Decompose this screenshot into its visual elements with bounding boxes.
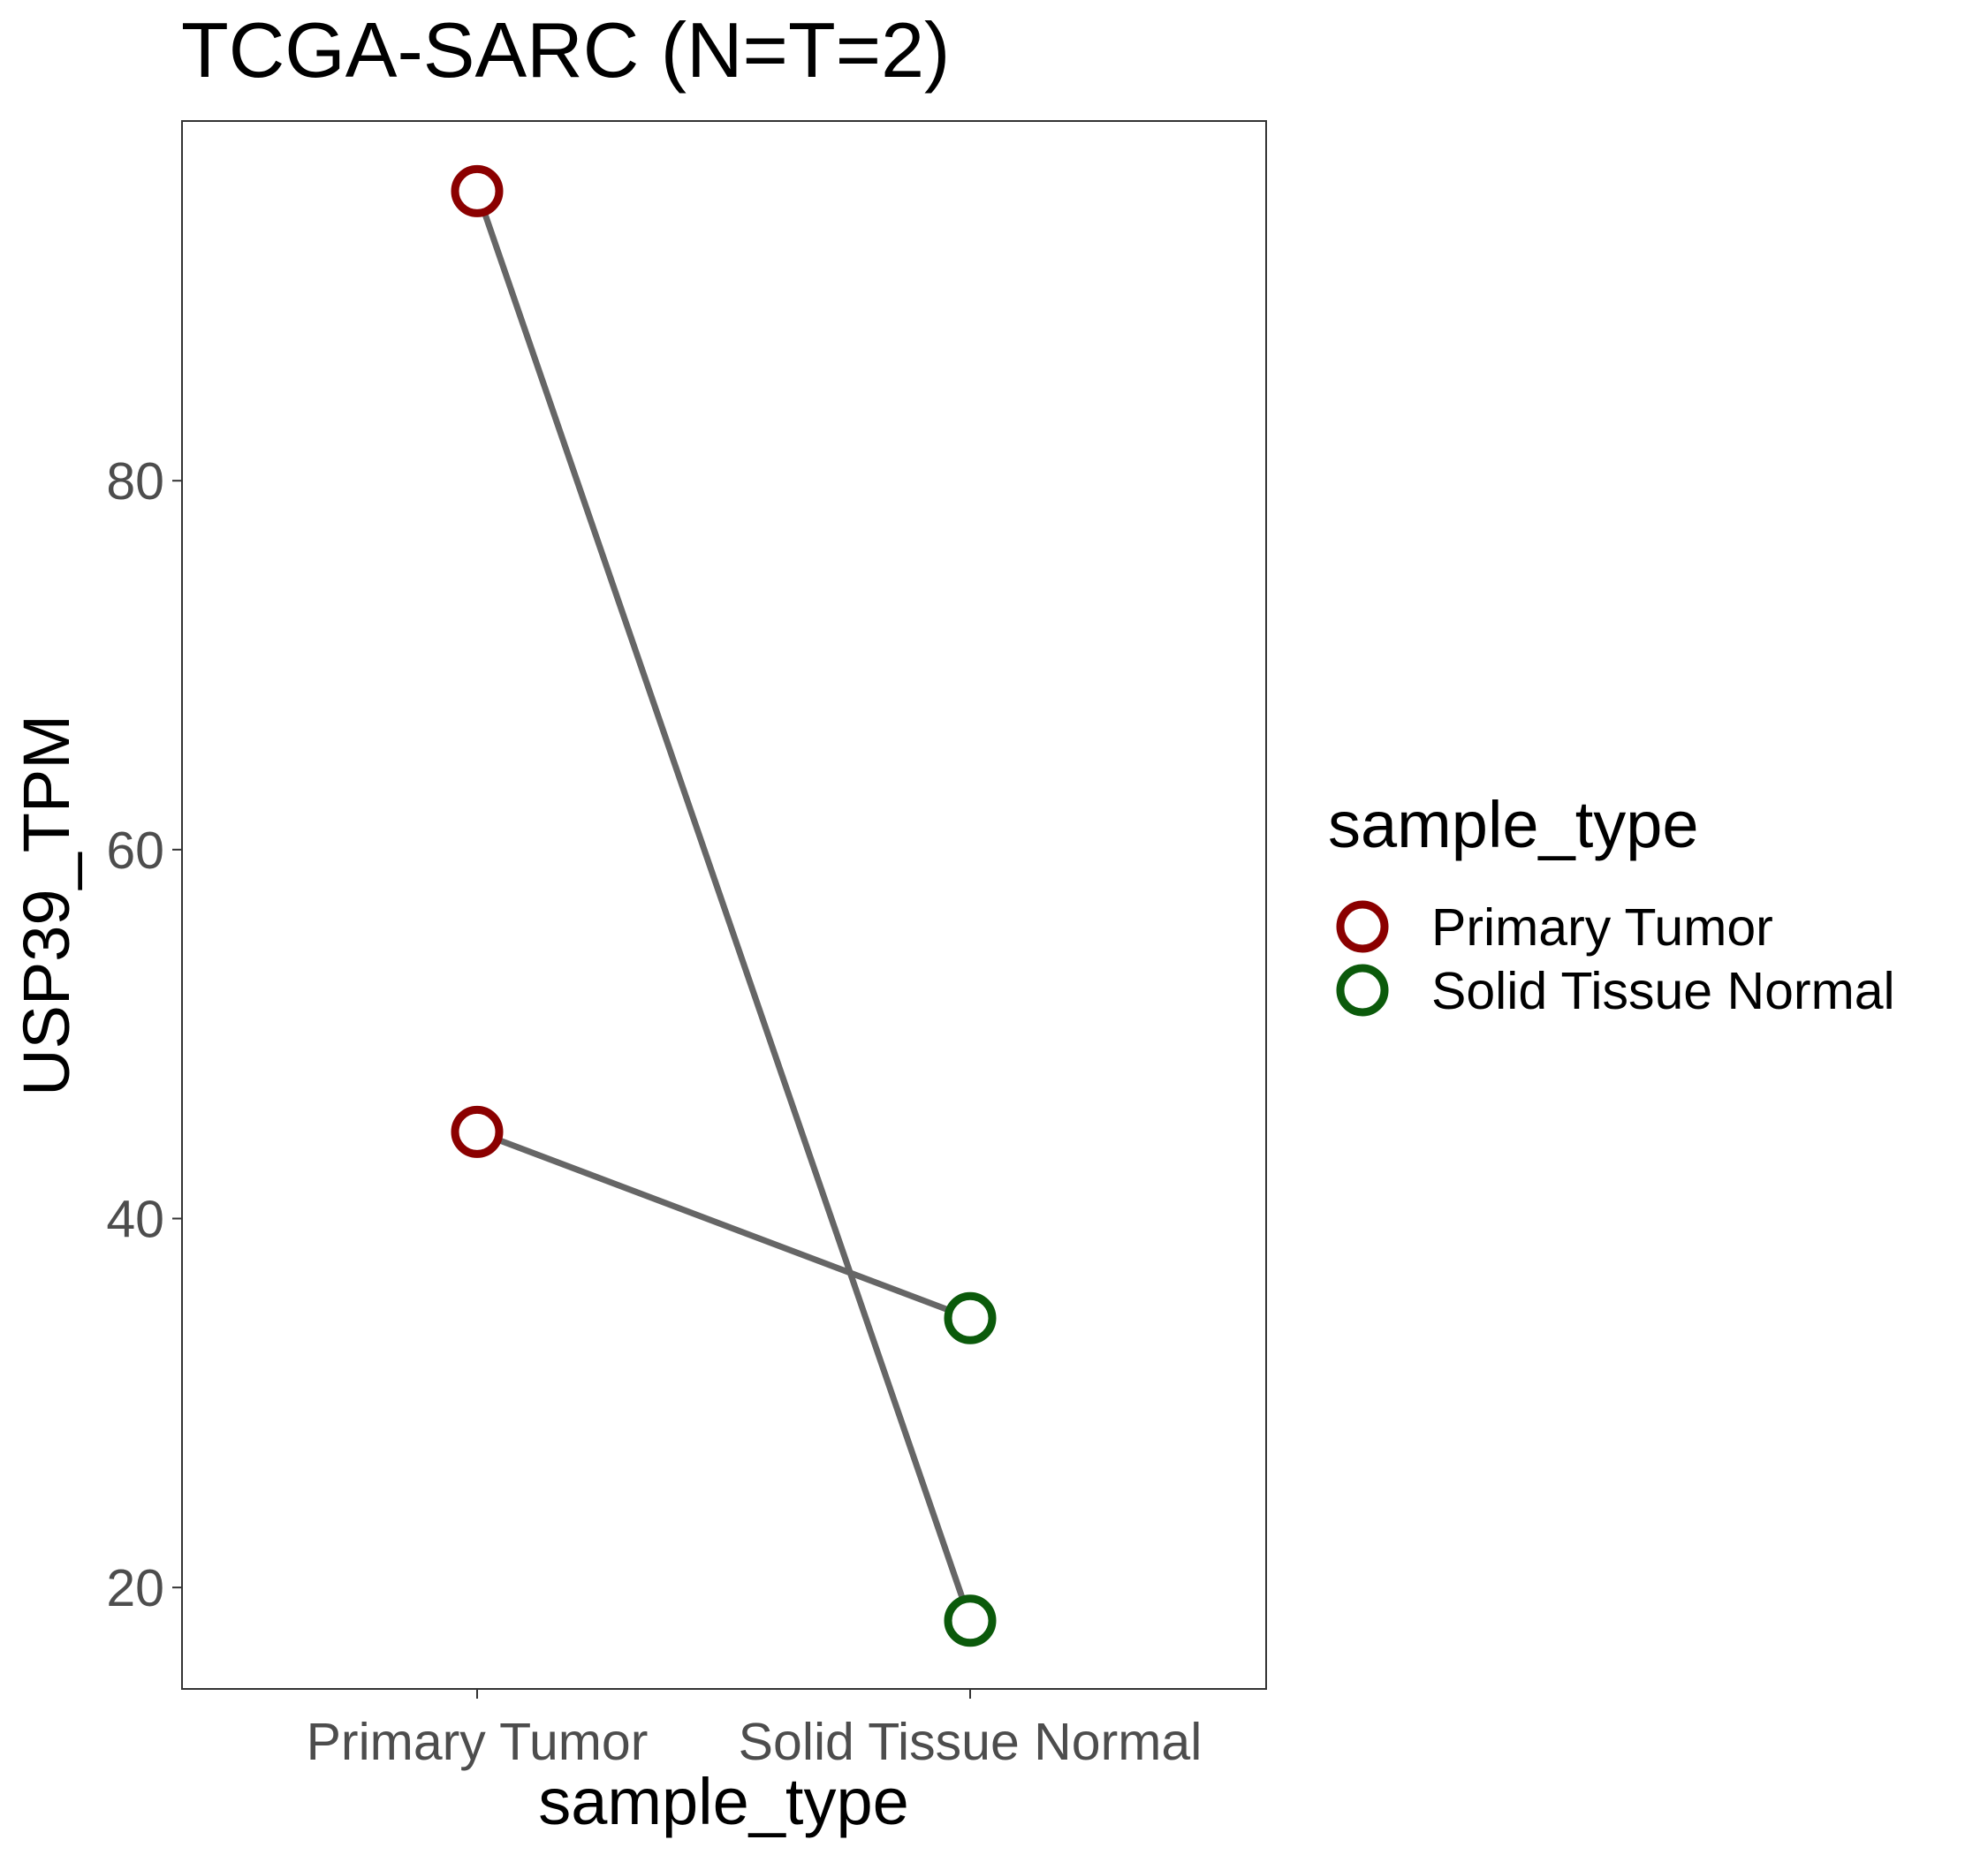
pair-lines (474, 187, 974, 1624)
legend-label: Solid Tissue Normal (1431, 962, 1895, 1020)
legend-label: Primary Tumor (1431, 898, 1773, 957)
legend-title: sample_type (1328, 788, 1699, 861)
legend-key-0 (1336, 900, 1389, 953)
data-points (451, 164, 997, 1647)
point-pair-0-primary-tumor (451, 164, 504, 217)
x-axis-label: sample_type (538, 1765, 909, 1838)
point-pair-1-primary-tumor (451, 1105, 504, 1158)
x-axis: Primary Tumor Solid Tissue Normal (307, 1689, 1203, 1771)
x-tick-label: Primary Tumor (307, 1713, 649, 1771)
y-tick-label: 60 (106, 822, 164, 880)
pair-line-0 (474, 187, 974, 1624)
y-tick-label: 20 (106, 1559, 164, 1617)
y-axis-label: USP39_TPM (10, 715, 83, 1096)
y-tick-label: 80 (106, 452, 164, 511)
point-pair-1-solid-tissue-normal (944, 1291, 997, 1344)
x-tick-label: Solid Tissue Normal (739, 1713, 1203, 1771)
y-axis: 20 40 60 80 (106, 452, 182, 1617)
chart-title: TCGA-SARC (N=T=2) (181, 6, 950, 94)
point-pair-0-solid-tissue-normal (944, 1594, 997, 1647)
pair-line-1 (474, 1128, 974, 1321)
y-tick-label: 40 (106, 1191, 164, 1249)
legend-key-1 (1336, 964, 1389, 1017)
